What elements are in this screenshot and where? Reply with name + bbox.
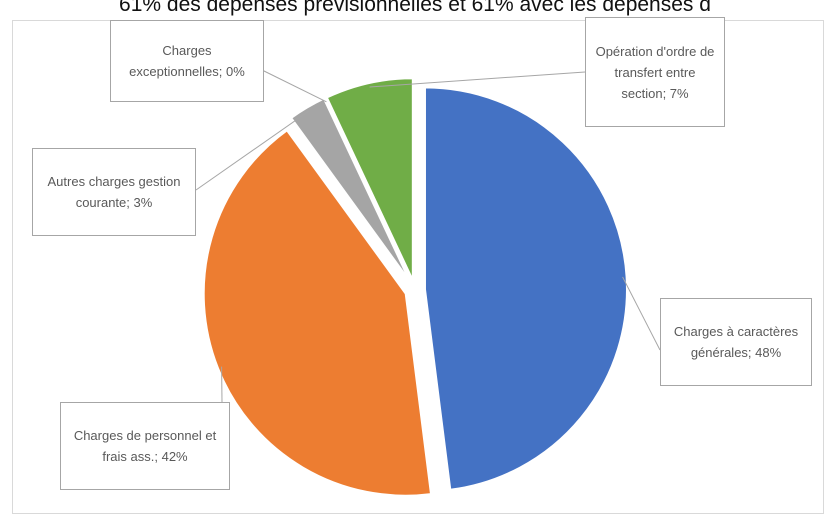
label-autres-charges: Autres charges gestion courante; 3% xyxy=(32,148,196,236)
label-charges-caracteres: Charges à caractères générales; 48% xyxy=(660,298,812,386)
leader-line-4 xyxy=(369,71,586,88)
pie-slice-2 xyxy=(289,97,411,282)
pie-slice-1 xyxy=(202,128,433,497)
leader-line-2 xyxy=(195,110,310,191)
leader-line-0 xyxy=(622,276,661,351)
pie-slice-4 xyxy=(325,77,414,281)
pie-slice-0 xyxy=(423,86,628,491)
caption-text: 61% des dépenses prévisionnelles et 61% … xyxy=(119,0,711,16)
leader-line-3 xyxy=(261,69,327,103)
label-operation-ordre: Opération d'ordre de transfert entre sec… xyxy=(585,17,725,127)
label-charges-exceptionnelles: Charges exceptionnelles; 0% xyxy=(110,20,264,102)
label-charges-personnel: Charges de personnel et frais ass.; 42% xyxy=(60,402,230,490)
